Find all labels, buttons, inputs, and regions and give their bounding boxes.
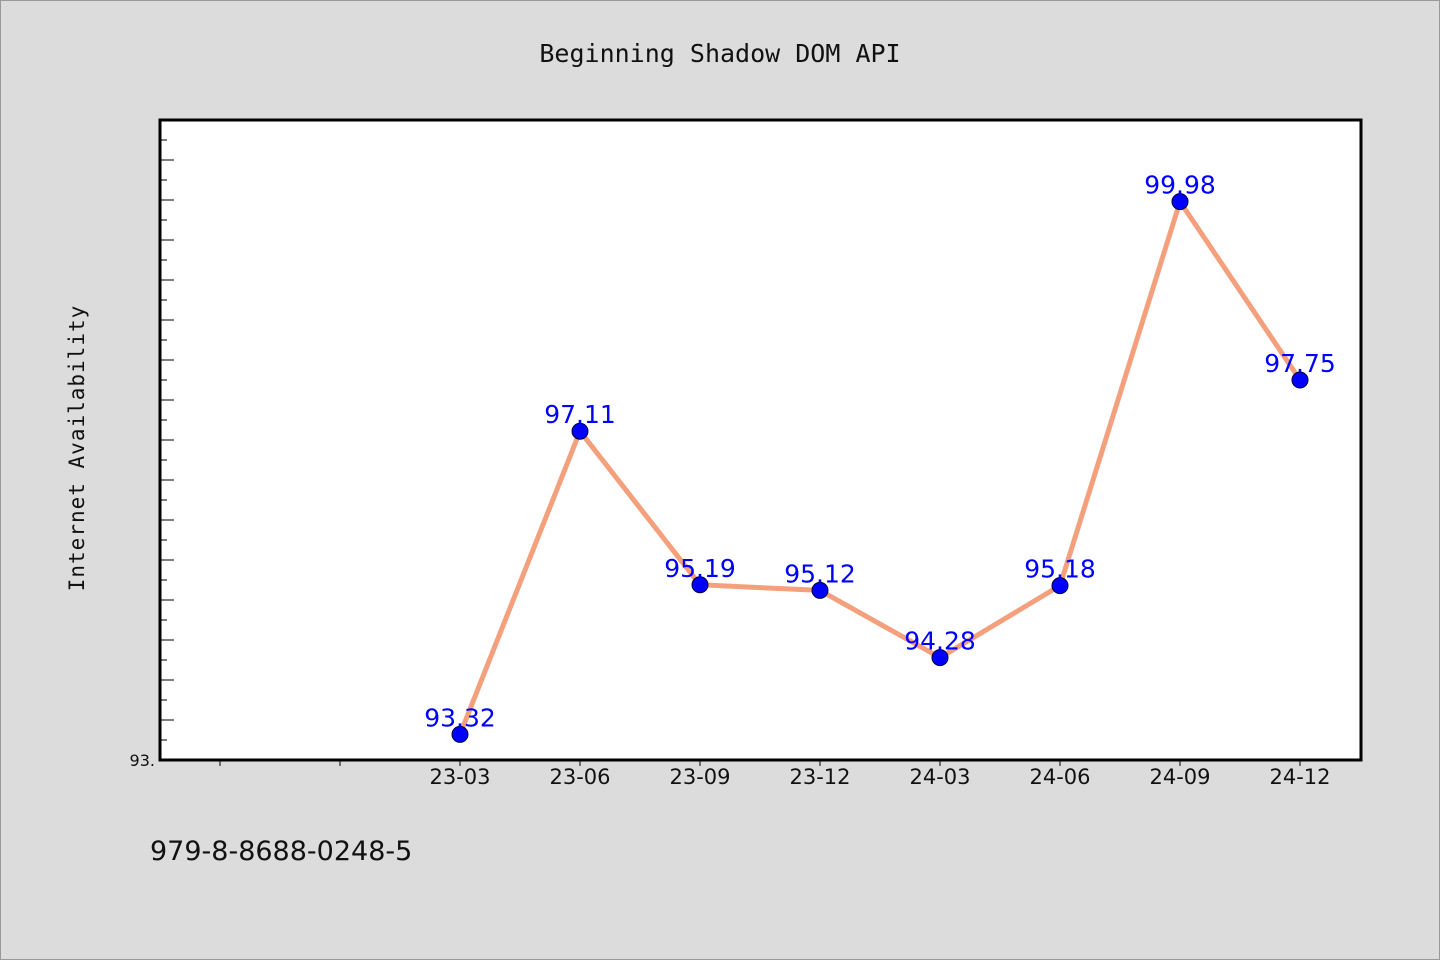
x-tick-label: 24-03	[909, 765, 970, 789]
data-point	[1051, 577, 1069, 595]
data-label: 95.12	[784, 559, 856, 588]
data-label: 97.75	[1264, 349, 1336, 378]
data-markers	[451, 193, 1309, 743]
data-label: 95.18	[1024, 555, 1096, 584]
series-line	[457, 199, 1303, 736]
data-point	[451, 725, 469, 743]
data-label: 97.11	[544, 400, 616, 429]
plot-area	[158, 118, 1363, 762]
data-point	[931, 649, 949, 667]
data-point	[691, 576, 709, 594]
data-label: 94.28	[904, 627, 976, 656]
y-axis-label: Internet Availability	[65, 305, 89, 592]
isbn-footer: 979-8-8688-0248-5	[150, 836, 413, 867]
x-tick-label: 23-09	[669, 765, 730, 789]
data-label: 95.19	[664, 554, 736, 583]
data-label: 99.98	[1144, 171, 1216, 200]
x-tick-label: 24-06	[1029, 765, 1090, 789]
data-point	[571, 422, 589, 440]
x-tick-label: 23-06	[549, 765, 610, 789]
data-point	[1291, 371, 1309, 389]
x-tick-label: 23-03	[429, 765, 490, 789]
data-labels: 93.32 97.11 95.19 95.12 94.28 95.18 99.98 97.75	[424, 171, 1336, 733]
y-axis-ticks	[160, 119, 174, 761]
data-label: 93.32	[424, 703, 496, 732]
y-tick-label: 93.	[130, 751, 155, 770]
x-tick-label: 24-09	[1149, 765, 1210, 789]
x-tick-label: 23-12	[789, 765, 850, 789]
data-point	[811, 581, 829, 599]
chart-title: Beginning Shadow DOM API	[539, 39, 900, 68]
x-tick-label: 24-12	[1269, 765, 1330, 789]
data-point	[1171, 193, 1189, 211]
x-axis-ticks: 23-03 23-06 23-09 23-12 24-03 24-06 24-09 24-12	[219, 760, 1331, 789]
